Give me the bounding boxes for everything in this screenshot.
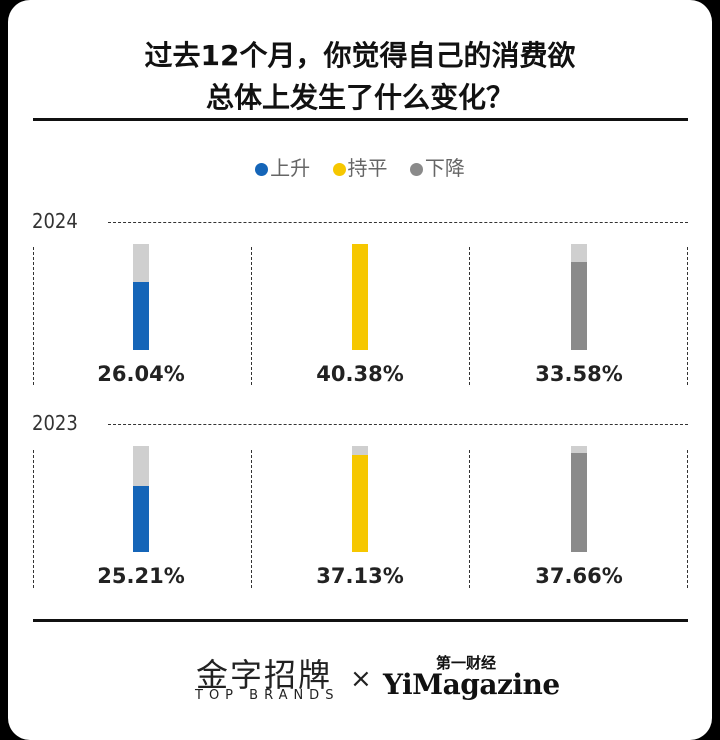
year-divider-dashed [108,222,688,223]
legend: 上升 持平 下降 [0,152,720,181]
value-2024-rise: 26.04% [97,362,185,386]
yimagazine-logo: YiMagazine [383,668,560,701]
year-label-2023: 2023 [32,411,78,435]
value-2024-decline: 33.58% [535,362,623,386]
column-divider [687,247,688,385]
bar-2023-flat [352,446,368,552]
footer-divider [33,619,688,622]
column-divider [469,247,470,385]
legend-item-flat: 持平 [332,152,388,181]
top-brands-logo: 金字招牌 [196,656,333,694]
bar-2023-rise [133,446,149,552]
legend-item-decline: 下降 [409,152,465,181]
blue-dot-icon [255,163,269,176]
value-2023-decline: 37.66% [535,564,623,588]
collaboration-x-icon: × [350,664,372,694]
column-divider [251,450,252,588]
year-divider-dashed [108,424,688,425]
chart-title-line2: 总体上发生了什么变化？ [205,81,514,114]
legend-item-rise: 上升 [255,152,310,181]
footer-logos: 金字招牌 TOP BRANDS × 第一财经 YiMagazine [0,648,720,708]
bar-2024-decline [571,244,587,350]
column-divider [687,450,688,588]
column-divider [33,450,34,588]
value-2023-flat: 37.13% [316,564,404,588]
yimagazine-logo-cn: 第一财经 [436,654,497,672]
column-divider [251,247,252,385]
gray-dot-icon [409,163,423,176]
chart-title-line1: 过去12个月，你觉得自己的消费欲 [144,39,576,72]
year-label-2024: 2024 [32,209,78,233]
top-brands-logo-en: TOP BRANDS [195,688,340,703]
bar-2023-decline [571,446,587,552]
value-2024-flat: 40.38% [316,362,404,386]
title-divider [33,118,688,121]
bar-2024-rise [133,244,149,350]
column-divider [33,247,34,385]
infographic-card [8,0,712,740]
value-2023-rise: 25.21% [97,564,185,588]
yellow-dot-icon [332,163,346,176]
bar-2024-flat [352,244,368,350]
column-divider [469,450,470,588]
